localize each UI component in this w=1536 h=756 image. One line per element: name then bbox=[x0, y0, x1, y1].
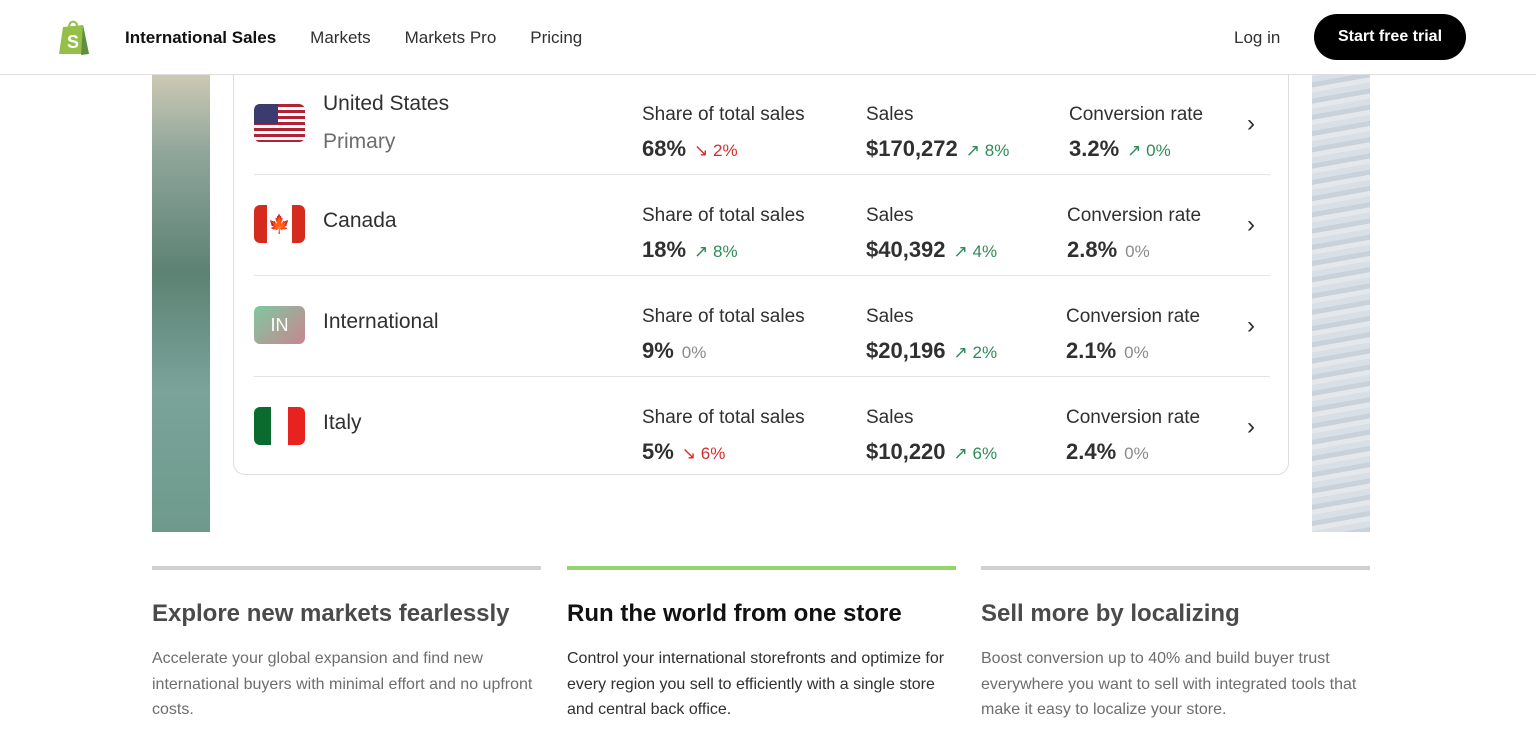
feature-bar bbox=[981, 566, 1370, 570]
conversion-value: 2.1% bbox=[1066, 338, 1117, 363]
change-indicator: 0% bbox=[1124, 343, 1149, 362]
market-name: International bbox=[323, 310, 439, 333]
feature-localize: Sell more by localizing Boost conversion … bbox=[981, 566, 1370, 723]
flag-icon bbox=[254, 104, 305, 142]
conversion-column: Conversion rate 3.2% ↗ 0% bbox=[1069, 104, 1203, 162]
conversion-value: 3.2% bbox=[1069, 136, 1120, 161]
feature-title: Explore new markets fearlessly bbox=[152, 600, 510, 627]
chevron-right-icon[interactable]: › bbox=[1247, 110, 1255, 137]
change-indicator: ↗ 2% bbox=[953, 343, 998, 362]
sales-label: Sales bbox=[866, 104, 914, 125]
nav-pricing[interactable]: Pricing bbox=[530, 28, 583, 47]
share-value: 18% bbox=[642, 237, 687, 262]
nav-markets[interactable]: Markets bbox=[310, 28, 371, 47]
change-indicator: ↘ 2% bbox=[694, 141, 738, 160]
sales-column: Sales $10,220 ↗ 6% bbox=[866, 407, 997, 465]
share-label: Share of total sales bbox=[642, 104, 805, 125]
change-indicator: ↗ 8% bbox=[694, 242, 738, 261]
sales-value: $20,196 bbox=[866, 338, 946, 363]
sales-column: Sales $170,272 ↗ 8% bbox=[866, 104, 1009, 162]
market-row[interactable]: 🍁 Canada Share of total sales 18% ↗ 8% Sal… bbox=[254, 175, 1270, 276]
start-free-trial-button[interactable]: Start free trial bbox=[1314, 14, 1466, 60]
feature-run-world: Run the world from one store Control your… bbox=[567, 566, 956, 723]
svg-text:S: S bbox=[67, 32, 79, 52]
change-indicator: ↘ 6% bbox=[681, 444, 726, 463]
arrow-down-icon: ↘ bbox=[681, 444, 697, 463]
conversion-label: Conversion rate bbox=[1067, 205, 1202, 226]
sales-label: Sales bbox=[866, 306, 914, 327]
change-indicator: ↗ 4% bbox=[953, 242, 998, 261]
sales-label: Sales bbox=[866, 205, 914, 226]
change-indicator: ↗ 0% bbox=[1127, 141, 1171, 160]
background-image-right bbox=[1312, 60, 1370, 532]
market-row[interactable]: Italy Share of total sales 5% ↘ 6% Sales $1… bbox=[254, 377, 1270, 478]
shopify-logo-icon[interactable]: S bbox=[57, 18, 91, 56]
header: S International Sales Markets Markets Pr… bbox=[0, 0, 1536, 75]
sales-column: Sales $20,196 ↗ 2% bbox=[866, 306, 997, 364]
share-column: Share of total sales 5% ↘ 6% bbox=[642, 407, 805, 465]
share-value: 5% bbox=[642, 439, 674, 464]
login-link[interactable]: Log in bbox=[1234, 28, 1281, 47]
share-column: Share of total sales 9% 0% bbox=[642, 306, 805, 364]
arrow-up-icon: ↗ bbox=[953, 343, 968, 362]
market-row[interactable]: United States Primary Share of total sal… bbox=[254, 74, 1270, 175]
chevron-right-icon[interactable]: › bbox=[1247, 312, 1255, 339]
market-name: United States bbox=[323, 92, 450, 115]
market-name: Canada bbox=[323, 209, 397, 232]
feature-body: Control your international storefronts a… bbox=[567, 650, 945, 718]
share-label: Share of total sales bbox=[642, 407, 805, 428]
feature-bar bbox=[567, 566, 956, 570]
share-label: Share of total sales bbox=[642, 205, 805, 226]
market-subtitle: Primary bbox=[323, 130, 396, 153]
arrow-up-icon: ↗ bbox=[953, 242, 968, 261]
nav-international-sales[interactable]: International Sales bbox=[125, 28, 277, 47]
change-indicator: 0% bbox=[681, 343, 707, 362]
arrow-up-icon: ↗ bbox=[694, 242, 709, 261]
feature-title: Sell more by localizing bbox=[981, 600, 1240, 627]
change-indicator: ↗ 6% bbox=[953, 444, 998, 463]
feature-body: Boost conversion up to 40% and build buy… bbox=[981, 650, 1357, 718]
market-name: Italy bbox=[323, 411, 362, 434]
share-column: Share of total sales 18% ↗ 8% bbox=[642, 205, 805, 263]
feature-title: Run the world from one store bbox=[567, 600, 902, 627]
sales-label: Sales bbox=[866, 407, 914, 428]
chevron-right-icon[interactable]: › bbox=[1247, 211, 1255, 238]
flag-icon bbox=[254, 407, 305, 445]
change-indicator: ↗ 8% bbox=[965, 141, 1010, 160]
sales-value: $170,272 bbox=[866, 136, 958, 161]
background-image-left bbox=[152, 60, 210, 532]
change-indicator: 0% bbox=[1124, 444, 1149, 463]
sales-value: $40,392 bbox=[866, 237, 946, 262]
feature-explore: Explore new markets fearlessly Accelerate… bbox=[152, 566, 541, 723]
conversion-column: Conversion rate 2.8% 0% bbox=[1067, 205, 1201, 263]
arrow-up-icon: ↗ bbox=[953, 444, 968, 463]
chevron-right-icon[interactable]: › bbox=[1247, 413, 1255, 440]
arrow-down-icon: ↘ bbox=[694, 141, 709, 160]
share-label: Share of total sales bbox=[642, 306, 805, 327]
feature-body: Accelerate your global expansion and fin… bbox=[152, 650, 533, 718]
markets-card: United States Primary Share of total sal… bbox=[233, 50, 1289, 475]
arrow-up-icon: ↗ bbox=[965, 141, 981, 160]
conversion-label: Conversion rate bbox=[1066, 407, 1201, 428]
sales-value: $10,220 bbox=[866, 439, 946, 464]
conversion-column: Conversion rate 2.1% 0% bbox=[1066, 306, 1200, 364]
arrow-up-icon: ↗ bbox=[1127, 141, 1142, 160]
share-value: 9% bbox=[642, 338, 674, 363]
flag-icon: 🍁 bbox=[254, 205, 305, 243]
conversion-value: 2.8% bbox=[1067, 237, 1118, 262]
share-value: 68% bbox=[642, 136, 687, 161]
sales-column: Sales $40,392 ↗ 4% bbox=[866, 205, 997, 263]
nav-markets-pro[interactable]: Markets Pro bbox=[404, 28, 497, 47]
flag-icon: IN bbox=[254, 306, 305, 344]
feature-bar bbox=[152, 566, 541, 570]
market-row[interactable]: IN International Share of total sales 9% 0… bbox=[254, 276, 1270, 377]
conversion-value: 2.4% bbox=[1066, 439, 1117, 464]
share-column: Share of total sales 68% ↘ 2% bbox=[642, 104, 805, 162]
conversion-label: Conversion rate bbox=[1066, 306, 1201, 327]
conversion-column: Conversion rate 2.4% 0% bbox=[1066, 407, 1200, 465]
change-indicator: 0% bbox=[1125, 242, 1150, 261]
conversion-label: Conversion rate bbox=[1069, 104, 1204, 125]
